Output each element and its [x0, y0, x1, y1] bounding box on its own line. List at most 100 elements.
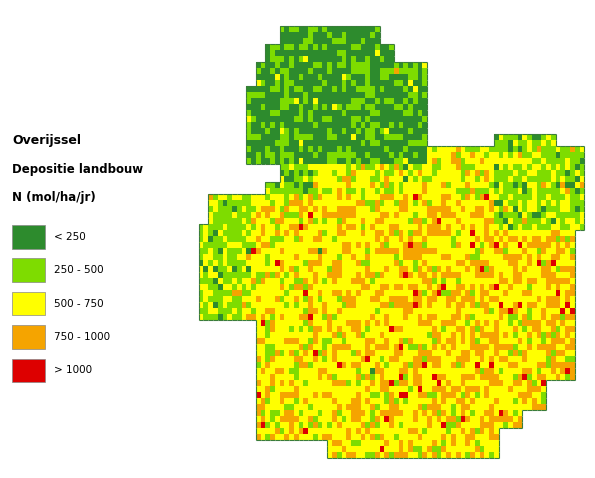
Bar	[532, 314, 537, 320]
Bar	[270, 212, 275, 218]
Bar	[299, 428, 303, 434]
Bar	[380, 320, 384, 326]
Bar	[470, 152, 475, 158]
Bar	[480, 374, 484, 380]
Bar	[303, 176, 308, 182]
Bar	[551, 308, 556, 314]
Bar	[223, 242, 227, 248]
Bar	[332, 50, 337, 56]
Bar	[456, 362, 461, 368]
Bar	[275, 314, 280, 320]
Bar	[465, 398, 470, 404]
Bar	[451, 302, 456, 308]
Bar	[284, 416, 289, 422]
Bar	[265, 92, 270, 98]
Bar	[275, 332, 280, 338]
Bar	[227, 308, 232, 314]
Bar	[308, 302, 313, 308]
Bar	[560, 224, 565, 230]
Bar	[346, 428, 351, 434]
Bar	[399, 362, 403, 368]
Bar	[322, 74, 327, 80]
Bar	[441, 170, 446, 176]
Bar	[518, 182, 522, 188]
Bar	[418, 116, 422, 122]
Bar	[432, 320, 437, 326]
Bar	[261, 122, 265, 128]
Bar	[527, 350, 532, 356]
Bar	[394, 236, 399, 242]
Bar	[208, 254, 213, 260]
Bar	[332, 242, 337, 248]
Bar	[446, 428, 451, 434]
Bar	[261, 140, 265, 146]
Bar	[427, 410, 432, 416]
Bar	[261, 236, 265, 242]
Bar	[413, 152, 418, 158]
Bar	[303, 236, 308, 242]
Bar	[289, 152, 294, 158]
Bar	[389, 194, 394, 200]
Bar	[470, 368, 475, 374]
Bar	[256, 296, 261, 302]
Bar	[356, 302, 361, 308]
Bar	[284, 206, 289, 212]
Bar	[380, 278, 384, 284]
Bar	[380, 212, 384, 218]
Bar	[532, 350, 537, 356]
Bar	[403, 224, 408, 230]
Bar	[475, 374, 480, 380]
Bar	[261, 398, 265, 404]
Bar	[280, 326, 284, 332]
Bar	[227, 266, 232, 272]
Bar	[380, 74, 384, 80]
Bar	[399, 326, 403, 332]
Bar	[480, 302, 484, 308]
Bar	[532, 248, 537, 254]
Bar	[560, 320, 565, 326]
Bar	[394, 368, 399, 374]
Bar	[470, 314, 475, 320]
Bar	[365, 200, 370, 206]
Bar	[527, 170, 532, 176]
Bar	[389, 140, 394, 146]
Bar	[432, 218, 437, 224]
Bar	[499, 314, 503, 320]
Bar	[365, 380, 370, 386]
Bar	[394, 422, 399, 428]
Bar	[294, 164, 299, 170]
Bar	[294, 146, 299, 152]
Bar	[503, 152, 508, 158]
Bar	[318, 368, 322, 374]
Bar	[465, 182, 470, 188]
Bar	[365, 158, 370, 164]
Bar	[337, 86, 342, 92]
Bar	[351, 182, 356, 188]
Bar	[427, 392, 432, 398]
Bar	[356, 200, 361, 206]
Bar	[441, 182, 446, 188]
Bar	[456, 445, 461, 452]
Bar	[437, 224, 441, 230]
Bar	[361, 194, 365, 200]
Bar	[565, 164, 570, 170]
Bar	[223, 218, 227, 224]
Bar	[441, 410, 446, 416]
Bar	[432, 170, 437, 176]
Bar	[313, 248, 318, 254]
Text: 500 - 750: 500 - 750	[54, 299, 103, 308]
Bar	[403, 284, 408, 290]
Bar	[261, 68, 265, 74]
Bar	[422, 398, 427, 404]
Bar	[289, 302, 294, 308]
Bar	[522, 332, 527, 338]
Bar	[284, 68, 289, 74]
Bar	[527, 296, 532, 302]
Bar	[365, 302, 370, 308]
Bar	[270, 374, 275, 380]
Bar	[370, 134, 375, 140]
Bar	[213, 314, 218, 320]
Bar	[218, 206, 223, 212]
Bar	[522, 158, 527, 164]
Bar	[556, 278, 560, 284]
